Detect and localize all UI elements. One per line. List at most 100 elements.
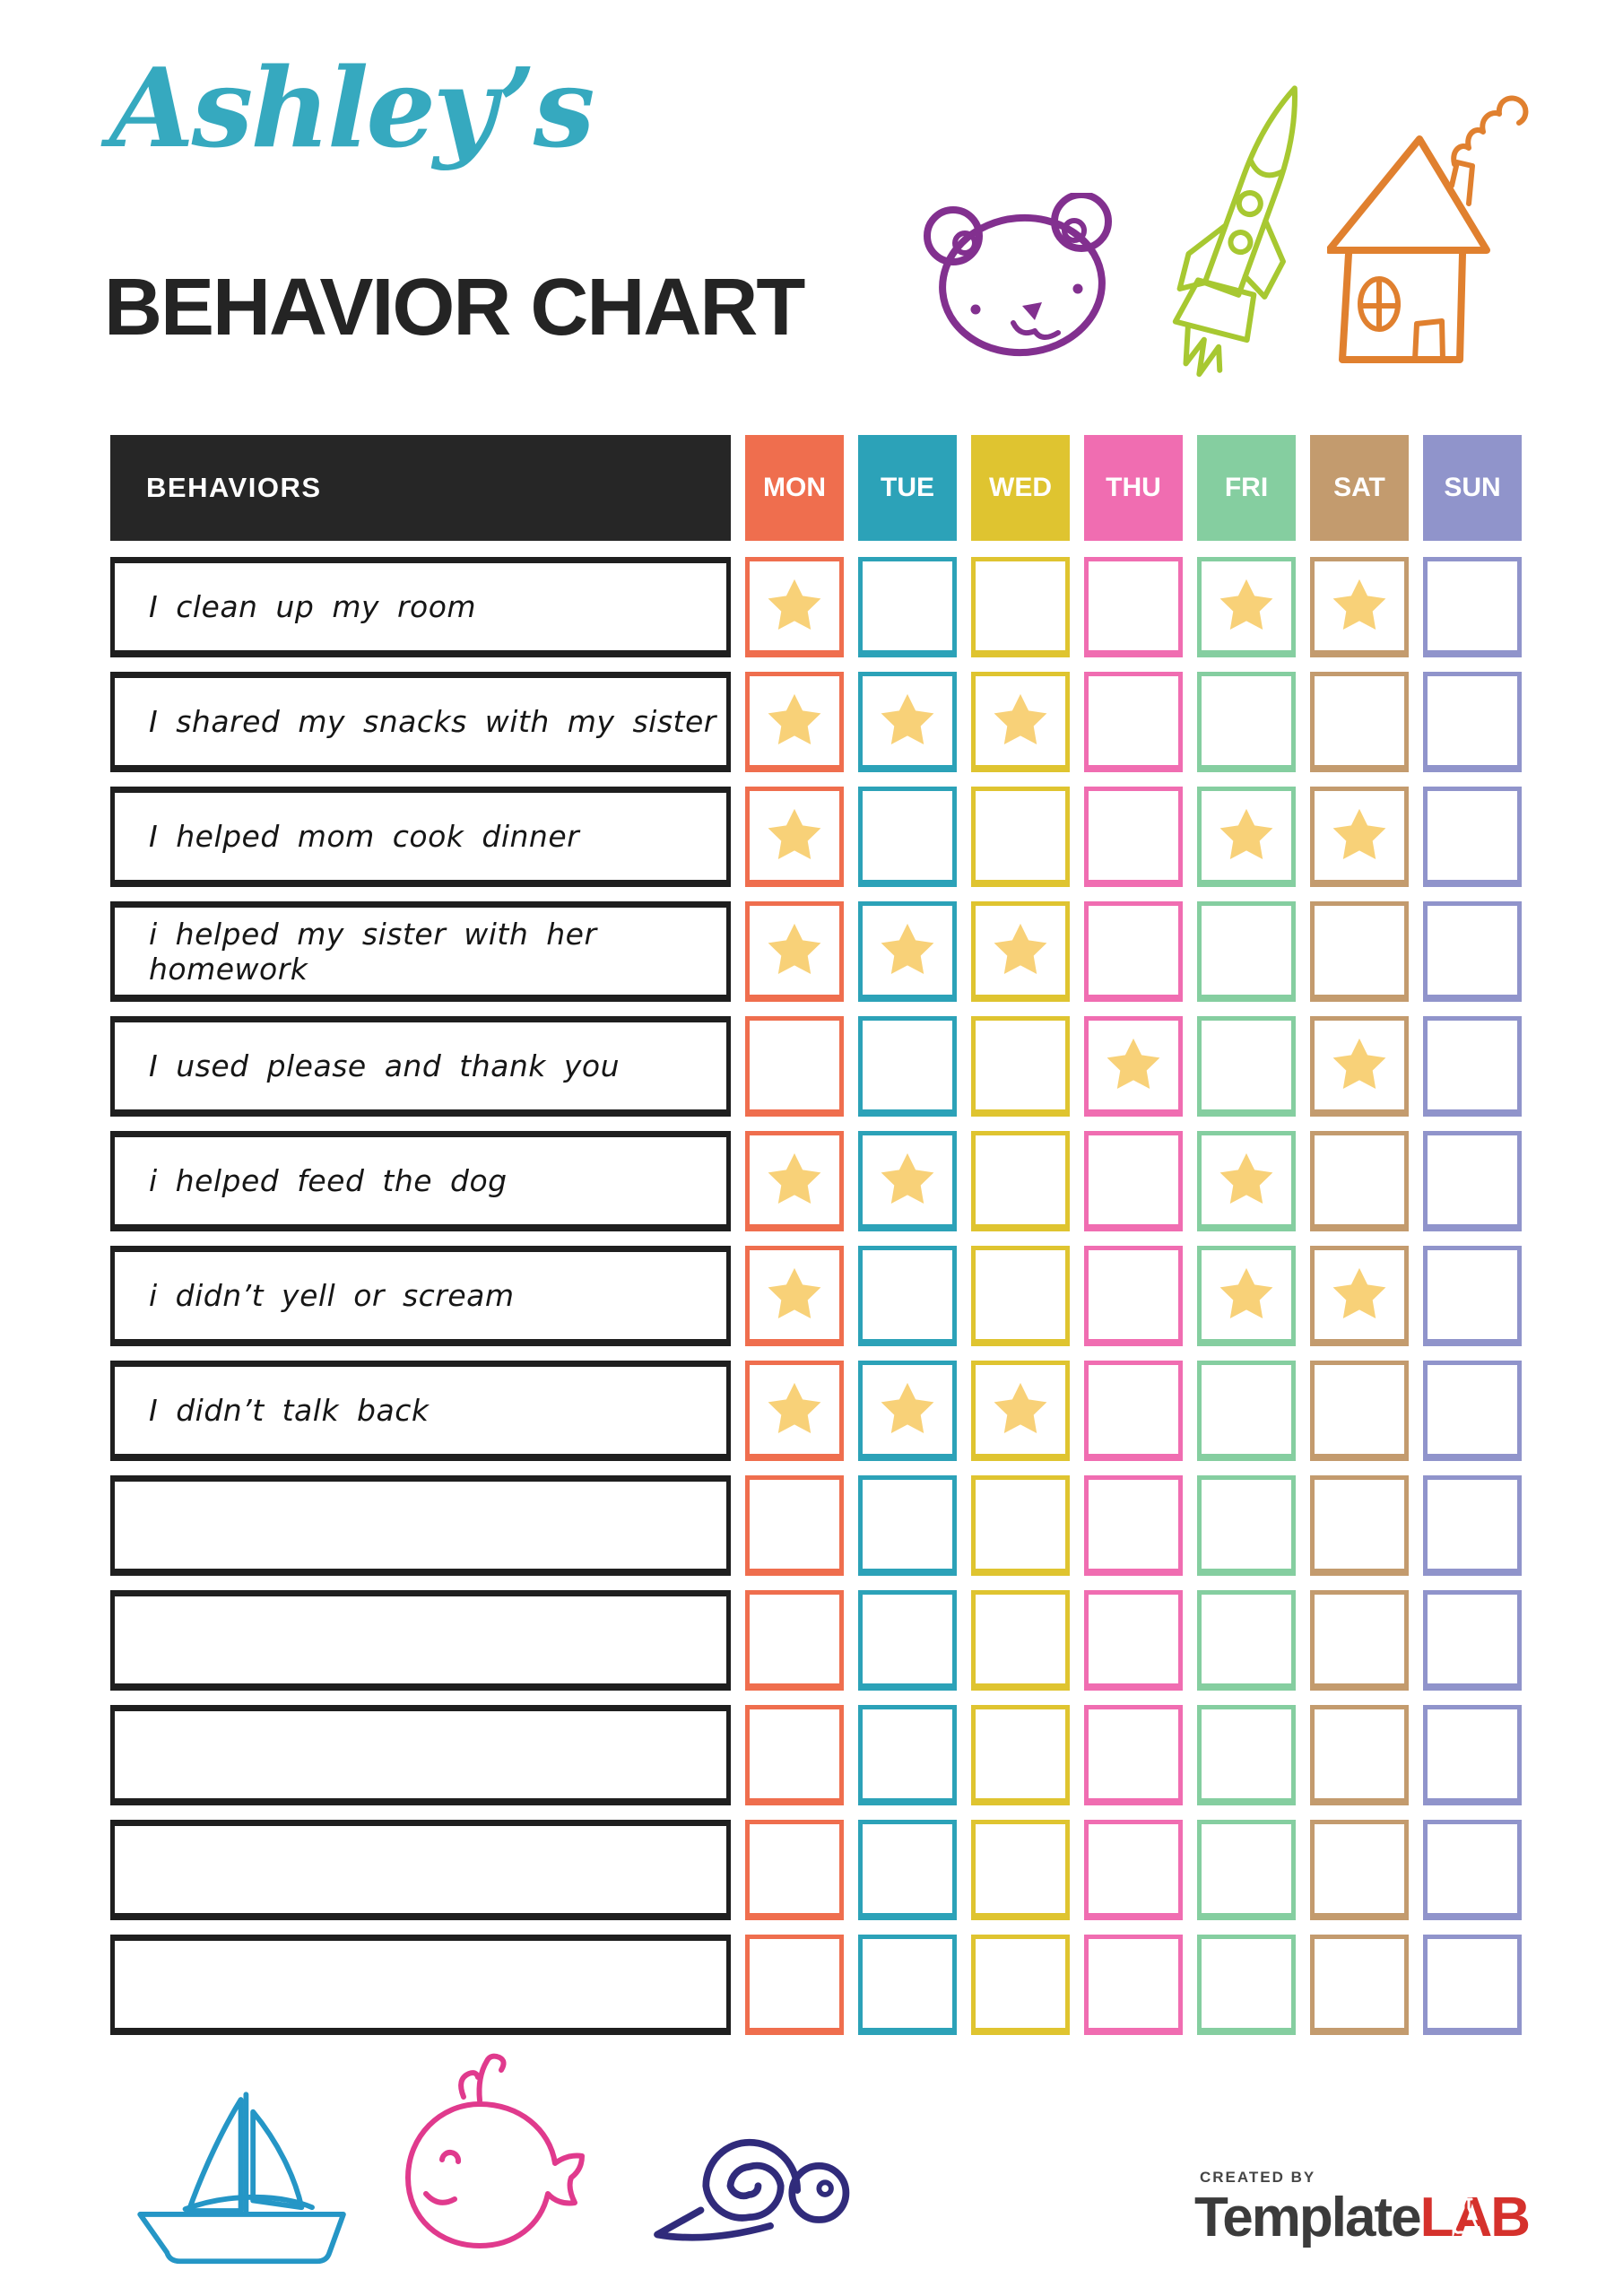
day-cell-tue	[858, 1361, 957, 1461]
behavior-label: i helped my sister with her homework	[110, 901, 731, 1002]
day-cell-tue	[858, 901, 957, 1002]
star-icon	[881, 923, 934, 974]
behavior-chart-table: BEHAVIORS MON TUE WED THU FRI SAT SUN I clean …	[110, 435, 1522, 2035]
day-cell-wed	[971, 1016, 1070, 1117]
day-cell-mon	[745, 1016, 844, 1117]
day-cell-tue	[858, 557, 957, 657]
day-cell-tue	[858, 1820, 957, 1920]
day-cell-fri	[1197, 1475, 1296, 1576]
day-cell-fri	[1197, 1705, 1296, 1805]
star-icon	[768, 578, 821, 630]
behavior-label	[110, 1820, 731, 1920]
day-header-mon: MON	[745, 435, 844, 541]
brand-name-lab: LAB	[1419, 2187, 1531, 2248]
day-cell-tue	[858, 1590, 957, 1691]
day-cell-wed	[971, 1246, 1070, 1346]
day-cell-tue	[858, 1705, 957, 1805]
day-cell-sun	[1423, 1475, 1522, 1576]
day-cell-sun	[1423, 1246, 1522, 1346]
day-cell-sun	[1423, 557, 1522, 657]
behavior-row: i helped my sister with her homework	[110, 901, 1522, 1002]
day-cell-tue	[858, 787, 957, 887]
behavior-row: I helped mom cook dinner	[110, 787, 1522, 887]
day-cell-mon	[745, 901, 844, 1002]
day-cell-thu	[1084, 1016, 1183, 1117]
star-icon	[1332, 1267, 1386, 1318]
day-cell-tue	[858, 1131, 957, 1231]
day-cell-sun	[1423, 787, 1522, 887]
day-cell-thu	[1084, 1705, 1183, 1805]
behavior-row	[110, 1475, 1522, 1576]
day-cell-sun	[1423, 1131, 1522, 1231]
behavior-row: I clean up my room	[110, 557, 1522, 657]
behavior-row: I didn’t talk back	[110, 1361, 1522, 1461]
day-cell-sat	[1310, 1935, 1409, 2035]
day-cell-wed	[971, 1590, 1070, 1691]
day-cell-thu	[1084, 1935, 1183, 2035]
star-icon	[1219, 1152, 1273, 1204]
day-cell-mon	[745, 1246, 844, 1346]
star-icon	[881, 693, 934, 744]
day-cell-fri	[1197, 1016, 1296, 1117]
day-cell-thu	[1084, 1361, 1183, 1461]
star-icon	[1332, 808, 1386, 859]
day-cell-sat	[1310, 901, 1409, 1002]
day-cell-sat	[1310, 557, 1409, 657]
day-cell-sun	[1423, 1590, 1522, 1691]
brand-logo: CREATED BY TemplateLAB	[1194, 2169, 1531, 2248]
behavior-label	[110, 1705, 731, 1805]
day-cell-sun	[1423, 1016, 1522, 1117]
day-cell-thu	[1084, 1820, 1183, 1920]
star-icon	[768, 1382, 821, 1433]
day-cell-sat	[1310, 787, 1409, 887]
day-cell-sat	[1310, 1475, 1409, 1576]
behavior-label: I helped mom cook dinner	[110, 787, 731, 887]
day-cell-fri	[1197, 557, 1296, 657]
day-cell-tue	[858, 1475, 957, 1576]
day-cell-sun	[1423, 1935, 1522, 2035]
table-body: I clean up my room I shared my snacks wi…	[110, 557, 1522, 2035]
brand-name: TemplateLAB	[1194, 2187, 1531, 2248]
star-icon	[768, 923, 821, 974]
behavior-label: i didn’t yell or scream	[110, 1246, 731, 1346]
day-cell-mon	[745, 1590, 844, 1691]
behavior-label: I clean up my room	[110, 557, 731, 657]
day-header-wed: WED	[971, 435, 1070, 541]
behavior-label	[110, 1590, 731, 1691]
day-cell-wed	[971, 1820, 1070, 1920]
day-cell-tue	[858, 672, 957, 772]
star-icon	[768, 808, 821, 859]
star-icon	[1332, 578, 1386, 630]
day-cell-thu	[1084, 787, 1183, 887]
day-header-sat: SAT	[1310, 435, 1409, 541]
day-cell-sun	[1423, 1361, 1522, 1461]
day-cell-mon	[745, 1705, 844, 1805]
day-cell-thu	[1084, 901, 1183, 1002]
day-cell-mon	[745, 1475, 844, 1576]
day-header-fri: FRI	[1197, 435, 1296, 541]
day-cell-thu	[1084, 672, 1183, 772]
behavior-row: i helped feed the dog	[110, 1131, 1522, 1231]
day-cell-thu	[1084, 1590, 1183, 1691]
star-icon	[1219, 578, 1273, 630]
day-cell-sat	[1310, 1705, 1409, 1805]
day-cell-fri	[1197, 1935, 1296, 2035]
star-icon	[1107, 1038, 1160, 1089]
behavior-row: I used please and thank you	[110, 1016, 1522, 1117]
day-cell-mon	[745, 672, 844, 772]
behavior-label	[110, 1935, 731, 2035]
day-cell-sun	[1423, 672, 1522, 772]
star-icon	[1219, 1267, 1273, 1318]
star-icon	[994, 1382, 1047, 1433]
day-cell-tue	[858, 1246, 957, 1346]
day-cell-wed	[971, 1935, 1070, 2035]
day-cell-fri	[1197, 1246, 1296, 1346]
star-icon	[768, 693, 821, 744]
behavior-row	[110, 1820, 1522, 1920]
star-icon	[768, 1267, 821, 1318]
day-cell-wed	[971, 1131, 1070, 1231]
day-header-thu: THU	[1084, 435, 1183, 541]
day-cell-sun	[1423, 1705, 1522, 1805]
whale-icon	[405, 2053, 585, 2248]
